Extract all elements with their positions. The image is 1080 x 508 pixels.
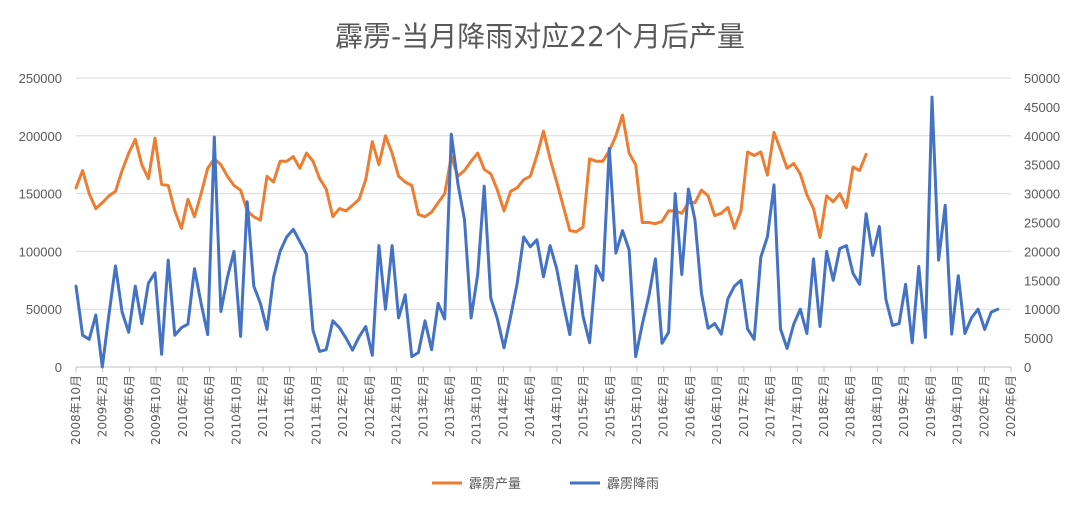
x-axis-tick-label: 2013年2月 — [416, 375, 430, 437]
x-axis-tick-label: 2020年6月 — [1004, 375, 1018, 437]
x-axis-tick-label: 2014年10月 — [550, 375, 564, 445]
x-axis-tick-label: 2015年2月 — [577, 375, 591, 437]
x-axis-tick-label: 2009年10月 — [149, 375, 163, 445]
x-axis-tick-label: 2009年6月 — [122, 375, 136, 437]
x-axis-tick-label: 2018年10月 — [870, 375, 884, 445]
series-line-production — [74, 113, 868, 239]
x-axis-tick-label: 2011年10月 — [309, 375, 323, 445]
x-axis-tick-label: 2017年10月 — [790, 375, 804, 445]
right-axis-ticks: 0 5000 10000 15000 20000 25000 30000 35000 40000… — [1024, 71, 1060, 375]
right-axis-tick-label: 0 — [1024, 360, 1031, 375]
x-axis-tick-label: 2010年2月 — [176, 375, 190, 437]
x-axis-tick-label: 2013年6月 — [443, 375, 457, 437]
x-axis-tick-label: 2016年6月 — [683, 375, 697, 437]
right-axis-tick-label: 50000 — [1024, 71, 1060, 86]
series-line-rainfall — [74, 95, 1000, 369]
x-axis-tick-label: 2017年2月 — [737, 375, 751, 437]
right-axis-tick-label: 10000 — [1024, 302, 1060, 317]
left-axis-ticks: 0 50000 100000 150000 200000 250000 — [19, 71, 62, 375]
x-axis-tick-label: 2019年6月 — [924, 375, 938, 437]
legend-label: 霹雳降雨 — [607, 477, 659, 492]
legend-label: 霹雳产量 — [469, 477, 521, 492]
x-axis-tick-label: 2012年10月 — [390, 375, 404, 445]
x-axis-tick-label: 2010年10月 — [229, 375, 243, 445]
left-axis-tick-label: 0 — [55, 360, 62, 375]
x-axis-ticks: 2008年10月 2009年2月 2009年6月 2009年10月 2010年2月 201… — [69, 366, 1018, 445]
left-axis-tick-label: 200000 — [19, 129, 62, 144]
right-axis-tick-label: 35000 — [1024, 158, 1060, 173]
right-axis-tick-label: 5000 — [1024, 331, 1053, 346]
x-axis-tick-label: 2019年10月 — [951, 375, 965, 445]
x-axis-tick-label: 2009年2月 — [96, 375, 110, 437]
legend: 霹雳产量 霹雳降雨 — [432, 477, 659, 492]
chart-title: 霹雳-当月降雨对应22个月后产量 — [335, 20, 745, 53]
x-axis-tick-label: 2014年6月 — [523, 375, 537, 437]
x-axis-tick-label: 2015年10月 — [630, 375, 644, 445]
x-axis-tick-label: 2010年6月 — [203, 375, 217, 437]
x-axis-tick-label: 2019年2月 — [897, 375, 911, 437]
x-axis-tick-label: 2018年2月 — [817, 375, 831, 437]
right-axis-tick-label: 40000 — [1024, 129, 1060, 144]
x-axis-tick-label: 2014年2月 — [496, 375, 510, 437]
left-axis-tick-label: 50000 — [26, 302, 62, 317]
x-axis-tick-label: 2008年10月 — [69, 375, 83, 445]
x-axis-tick-label: 2013年10月 — [470, 375, 484, 445]
x-axis-tick-label: 2016年2月 — [657, 375, 671, 437]
x-axis-tick-label: 2016年10月 — [710, 375, 724, 445]
series-lines — [74, 95, 1000, 369]
x-axis-tick-label: 2012年6月 — [363, 375, 377, 437]
right-axis-tick-label: 20000 — [1024, 244, 1060, 259]
x-axis-tick-label: 2011年6月 — [283, 375, 297, 437]
x-axis-tick-label: 2015年6月 — [603, 375, 617, 437]
right-axis-tick-label: 25000 — [1024, 216, 1060, 231]
x-axis-tick-label: 2012年2月 — [336, 375, 350, 437]
right-axis-tick-label: 30000 — [1024, 187, 1060, 202]
right-axis-tick-label: 15000 — [1024, 273, 1060, 288]
x-axis-tick-label: 2018年6月 — [844, 375, 858, 437]
x-axis-tick-label: 2011年2月 — [256, 375, 270, 437]
left-axis-tick-label: 250000 — [19, 71, 62, 86]
x-axis-tick-label: 2020年2月 — [977, 375, 991, 437]
right-axis-tick-label: 45000 — [1024, 100, 1060, 115]
x-axis-tick-label: 2017年6月 — [764, 375, 778, 437]
left-axis-tick-label: 100000 — [19, 244, 62, 259]
left-axis-tick-label: 150000 — [19, 187, 62, 202]
